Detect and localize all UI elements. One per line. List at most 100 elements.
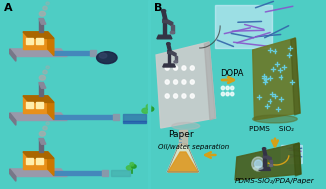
Ellipse shape bbox=[39, 131, 45, 136]
Bar bbox=[102, 170, 108, 176]
Circle shape bbox=[165, 66, 169, 70]
Bar bbox=[148, 0, 150, 189]
Ellipse shape bbox=[43, 6, 47, 10]
Circle shape bbox=[252, 157, 265, 171]
Ellipse shape bbox=[142, 108, 149, 113]
Polygon shape bbox=[157, 35, 172, 39]
Polygon shape bbox=[263, 155, 271, 161]
Circle shape bbox=[173, 80, 178, 84]
Polygon shape bbox=[10, 113, 16, 125]
Polygon shape bbox=[293, 143, 301, 176]
Ellipse shape bbox=[39, 11, 45, 16]
Bar bbox=[263, 155, 266, 168]
Text: PDMS    SiO₂: PDMS SiO₂ bbox=[249, 126, 294, 132]
Polygon shape bbox=[10, 49, 67, 57]
Bar bbox=[36, 157, 43, 164]
Ellipse shape bbox=[253, 115, 297, 123]
Circle shape bbox=[226, 92, 229, 96]
Bar bbox=[53, 51, 93, 55]
Circle shape bbox=[190, 66, 194, 70]
Polygon shape bbox=[215, 5, 272, 48]
Bar bbox=[270, 160, 272, 166]
Ellipse shape bbox=[148, 107, 154, 111]
Circle shape bbox=[165, 80, 169, 84]
Bar bbox=[26, 101, 33, 108]
Bar bbox=[168, 50, 170, 64]
Circle shape bbox=[255, 160, 262, 168]
Text: B: B bbox=[154, 3, 163, 13]
Bar bbox=[36, 101, 43, 108]
Ellipse shape bbox=[43, 126, 47, 130]
Text: A: A bbox=[4, 3, 12, 13]
Ellipse shape bbox=[99, 53, 107, 58]
Ellipse shape bbox=[174, 61, 177, 63]
Ellipse shape bbox=[96, 52, 117, 64]
Circle shape bbox=[190, 94, 194, 98]
Polygon shape bbox=[156, 42, 215, 128]
Ellipse shape bbox=[146, 104, 151, 109]
Circle shape bbox=[190, 80, 194, 84]
Polygon shape bbox=[235, 143, 301, 180]
Bar bbox=[163, 19, 166, 35]
Bar bbox=[171, 25, 174, 33]
Bar bbox=[179, 130, 187, 144]
Bar bbox=[23, 96, 48, 113]
Bar bbox=[123, 121, 146, 123]
Polygon shape bbox=[23, 96, 54, 102]
Bar bbox=[53, 115, 116, 119]
Polygon shape bbox=[167, 44, 171, 50]
Ellipse shape bbox=[161, 10, 166, 12]
Polygon shape bbox=[48, 96, 54, 120]
Circle shape bbox=[173, 94, 178, 98]
Bar bbox=[39, 139, 43, 152]
Bar bbox=[53, 171, 105, 175]
Bar bbox=[26, 37, 33, 44]
Ellipse shape bbox=[262, 148, 266, 150]
Polygon shape bbox=[39, 19, 46, 24]
Polygon shape bbox=[168, 152, 198, 172]
Polygon shape bbox=[263, 149, 267, 155]
Ellipse shape bbox=[46, 66, 50, 69]
Circle shape bbox=[221, 86, 225, 90]
Bar bbox=[90, 50, 96, 56]
Polygon shape bbox=[163, 19, 173, 26]
Bar bbox=[111, 170, 130, 176]
Polygon shape bbox=[10, 49, 16, 61]
Polygon shape bbox=[23, 152, 54, 158]
Bar bbox=[26, 157, 33, 164]
Polygon shape bbox=[168, 50, 176, 57]
Ellipse shape bbox=[167, 43, 170, 45]
Polygon shape bbox=[23, 32, 54, 38]
Ellipse shape bbox=[130, 163, 134, 166]
Polygon shape bbox=[204, 42, 215, 120]
Text: DOPA: DOPA bbox=[220, 69, 244, 78]
Polygon shape bbox=[259, 168, 271, 170]
Circle shape bbox=[182, 94, 186, 98]
Polygon shape bbox=[48, 152, 54, 176]
Ellipse shape bbox=[39, 75, 45, 80]
Circle shape bbox=[165, 94, 169, 98]
Circle shape bbox=[221, 92, 225, 96]
Bar bbox=[113, 114, 119, 120]
Polygon shape bbox=[162, 12, 167, 19]
Polygon shape bbox=[281, 145, 302, 163]
Polygon shape bbox=[10, 169, 67, 177]
Text: PDMS-SiO₂/PDA/Paper: PDMS-SiO₂/PDA/Paper bbox=[235, 178, 315, 184]
Ellipse shape bbox=[132, 165, 136, 168]
Text: Paper: Paper bbox=[168, 130, 194, 139]
Ellipse shape bbox=[170, 31, 174, 34]
Circle shape bbox=[182, 66, 186, 70]
Bar bbox=[23, 32, 48, 49]
Ellipse shape bbox=[269, 165, 273, 166]
Bar bbox=[123, 114, 146, 121]
Polygon shape bbox=[39, 83, 46, 88]
Polygon shape bbox=[10, 169, 16, 181]
Circle shape bbox=[226, 86, 229, 90]
Polygon shape bbox=[48, 32, 54, 56]
Bar bbox=[39, 83, 43, 96]
Polygon shape bbox=[163, 64, 175, 67]
Polygon shape bbox=[253, 38, 300, 120]
Bar bbox=[175, 56, 177, 62]
Circle shape bbox=[230, 92, 234, 96]
Polygon shape bbox=[10, 113, 67, 121]
